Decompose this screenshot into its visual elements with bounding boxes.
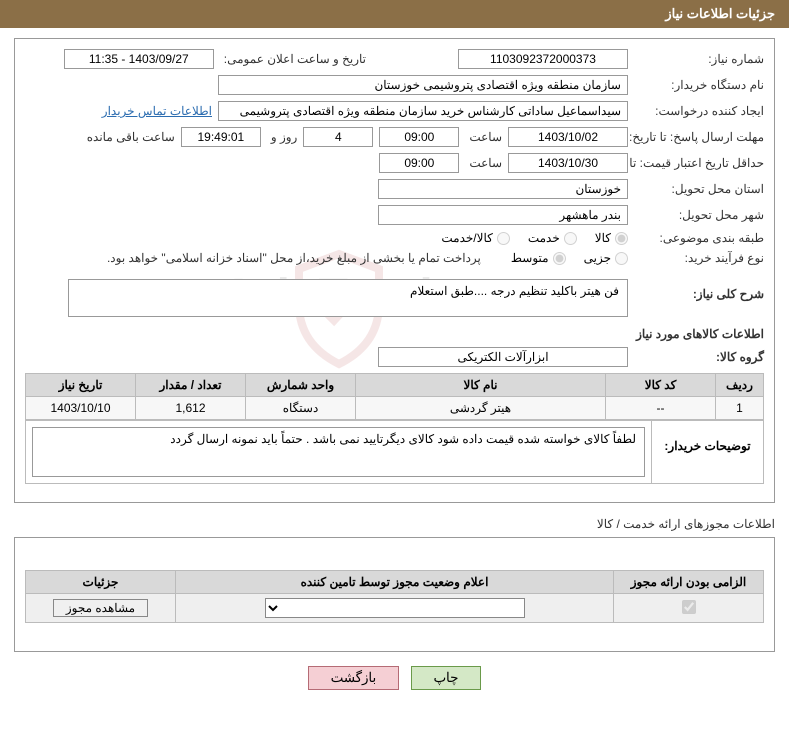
main-panel: AriaTender.net شماره نیاز: تاریخ و ساعت … bbox=[14, 38, 775, 503]
announce-label: تاریخ و ساعت اعلان عمومی: bbox=[220, 52, 366, 66]
table-row: 1 -- هیتر گردشی دستگاه 1,612 1403/10/10 bbox=[26, 397, 764, 420]
col-code: کد کالا bbox=[606, 374, 716, 397]
page-title: جزئیات اطلاعات نیاز bbox=[665, 6, 775, 21]
page-header: جزئیات اطلاعات نیاز bbox=[0, 0, 789, 28]
process-radio-minor[interactable]: جزیی bbox=[584, 251, 628, 265]
goods-section-title: اطلاعات کالاهای مورد نیاز bbox=[25, 327, 764, 341]
announce-field bbox=[64, 49, 214, 69]
buyer-org-field bbox=[218, 75, 628, 95]
col-status: اعلام وضعیت مجوز توسط تامین کننده bbox=[176, 571, 614, 594]
row-city: شهر محل تحویل: bbox=[25, 205, 764, 225]
mandatory-checkbox bbox=[682, 600, 696, 614]
row-requester: ایجاد کننده درخواست: اطلاعات تماس خریدار bbox=[25, 101, 764, 121]
buyer-org-label: نام دستگاه خریدار: bbox=[634, 78, 764, 92]
cell-qty: 1,612 bbox=[136, 397, 246, 420]
deadline-date-field bbox=[508, 127, 628, 147]
row-buyer-org: نام دستگاه خریدار: bbox=[25, 75, 764, 95]
cell-date: 1403/10/10 bbox=[26, 397, 136, 420]
deadline-time-label: ساعت bbox=[465, 130, 502, 144]
col-qty: تعداد / مقدار bbox=[136, 374, 246, 397]
status-select[interactable] bbox=[265, 598, 525, 618]
need-number-field bbox=[458, 49, 628, 69]
requester-field bbox=[218, 101, 628, 121]
row-process: نوع فرآیند خرید: جزیی متوسط پرداخت تمام … bbox=[25, 251, 764, 265]
back-button[interactable]: بازگشت bbox=[308, 666, 400, 690]
deadline-label: مهلت ارسال پاسخ: تا تاریخ: bbox=[634, 130, 764, 144]
category-label: طبقه بندی موضوعی: bbox=[634, 231, 764, 245]
goods-group-field bbox=[378, 347, 628, 367]
requester-label: ایجاد کننده درخواست: bbox=[634, 104, 764, 118]
cell-status bbox=[176, 594, 614, 623]
row-need-number: شماره نیاز: تاریخ و ساعت اعلان عمومی: bbox=[25, 49, 764, 69]
buyer-contact-link[interactable]: اطلاعات تماس خریدار bbox=[102, 104, 212, 118]
validity-time-field bbox=[379, 153, 459, 173]
col-mandatory: الزامی بودن ارائه مجوز bbox=[614, 571, 764, 594]
buyer-note-text: لطفاً کالای خواسته شده قیمت داده شود کال… bbox=[32, 427, 645, 477]
license-panel: الزامی بودن ارائه مجوز اعلام وضعیت مجوز … bbox=[14, 537, 775, 652]
row-province: استان محل تحویل: bbox=[25, 179, 764, 199]
city-field bbox=[378, 205, 628, 225]
category-radio-mixed[interactable]: کالا/خدمت bbox=[441, 231, 509, 245]
view-license-button[interactable]: مشاهده مجوز bbox=[53, 599, 148, 617]
category-radio-service[interactable]: خدمت bbox=[528, 231, 577, 245]
deadline-days-field bbox=[303, 127, 373, 147]
col-name: نام کالا bbox=[356, 374, 606, 397]
goods-table: ردیف کد کالا نام کالا واحد شمارش تعداد /… bbox=[25, 373, 764, 420]
validity-date-field bbox=[508, 153, 628, 173]
description-box: فن هیتر باکلید تنظیم درجه ....طبق استعلا… bbox=[68, 279, 628, 317]
cell-name: هیتر گردشی bbox=[356, 397, 606, 420]
row-validity: حداقل تاریخ اعتبار قیمت: تا تاریخ: ساعت bbox=[25, 153, 764, 173]
row-description: شرح کلی نیاز: فن هیتر باکلید تنظیم درجه … bbox=[25, 279, 764, 317]
license-section-title: اطلاعات مجوزهای ارائه خدمت / کالا bbox=[14, 517, 775, 531]
city-label: شهر محل تحویل: bbox=[634, 208, 764, 222]
province-field bbox=[378, 179, 628, 199]
cell-unit: دستگاه bbox=[246, 397, 356, 420]
deadline-remain-label: ساعت باقی مانده bbox=[83, 130, 175, 144]
print-button[interactable]: چاپ bbox=[411, 666, 482, 690]
cell-row: 1 bbox=[716, 397, 764, 420]
col-unit: واحد شمارش bbox=[246, 374, 356, 397]
col-detail: جزئیات bbox=[26, 571, 176, 594]
validity-label: حداقل تاریخ اعتبار قیمت: تا تاریخ: bbox=[634, 156, 764, 170]
validity-time-label: ساعت bbox=[465, 156, 502, 170]
process-radio-medium[interactable]: متوسط bbox=[511, 251, 566, 265]
col-date: تاریخ نیاز bbox=[26, 374, 136, 397]
cell-mandatory bbox=[614, 594, 764, 623]
row-goods-group: گروه کالا: bbox=[25, 347, 764, 367]
need-number-label: شماره نیاز: bbox=[634, 52, 764, 66]
process-label: نوع فرآیند خرید: bbox=[634, 251, 764, 265]
process-note: پرداخت تمام یا بخشی از مبلغ خرید،از محل … bbox=[107, 251, 481, 265]
col-row: ردیف bbox=[716, 374, 764, 397]
deadline-countdown-field bbox=[181, 127, 261, 147]
goods-group-label: گروه کالا: bbox=[634, 350, 764, 364]
footer-buttons: چاپ بازگشت bbox=[0, 666, 789, 690]
buyer-note-label: توضیحات خریدار: bbox=[651, 421, 763, 483]
license-table: الزامی بودن ارائه مجوز اعلام وضعیت مجوز … bbox=[25, 570, 764, 623]
row-category: طبقه بندی موضوعی: کالا خدمت کالا/خدمت bbox=[25, 231, 764, 245]
license-row: مشاهده مجوز bbox=[26, 594, 764, 623]
category-radio-goods[interactable]: کالا bbox=[595, 231, 628, 245]
description-label: شرح کلی نیاز: bbox=[634, 279, 764, 301]
cell-detail: مشاهده مجوز bbox=[26, 594, 176, 623]
province-label: استان محل تحویل: bbox=[634, 182, 764, 196]
row-deadline: مهلت ارسال پاسخ: تا تاریخ: ساعت روز و سا… bbox=[25, 127, 764, 147]
buyer-note-row: توضیحات خریدار: لطفاً کالای خواسته شده ق… bbox=[25, 420, 764, 484]
deadline-days-label: روز و bbox=[267, 130, 298, 144]
deadline-time-field bbox=[379, 127, 459, 147]
cell-code: -- bbox=[606, 397, 716, 420]
